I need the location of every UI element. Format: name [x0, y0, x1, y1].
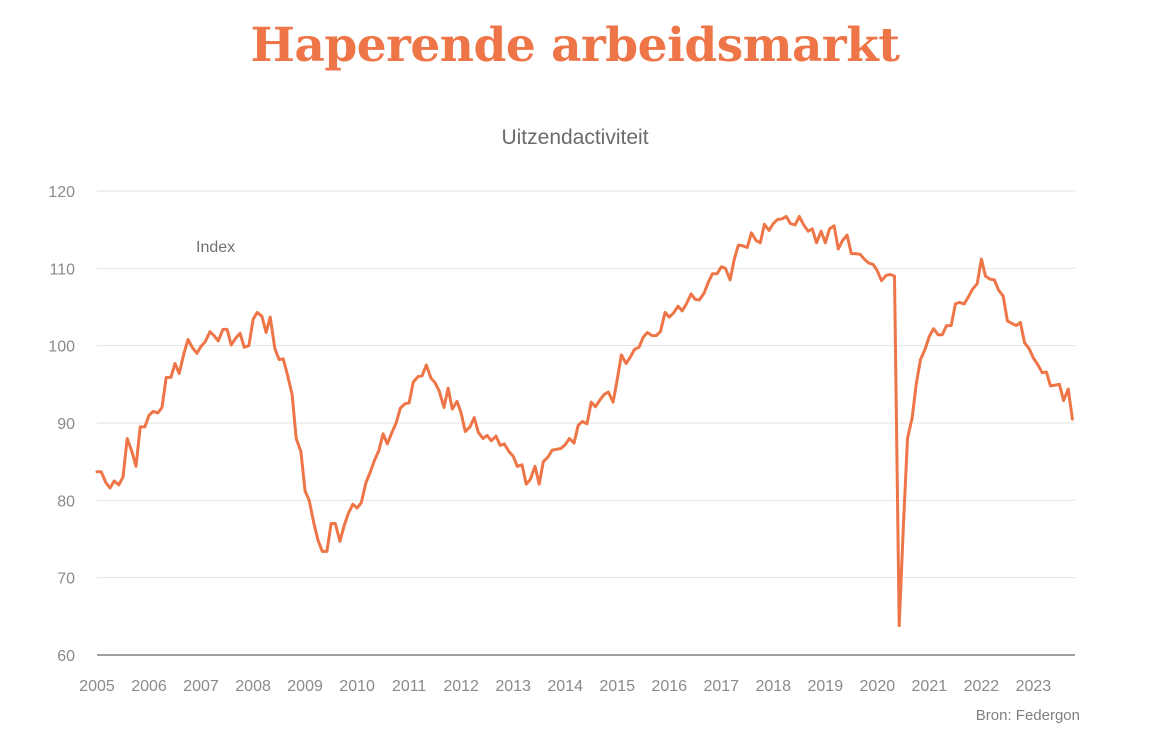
y-tick-label: 110 — [49, 261, 75, 278]
y-tick-label: 100 — [48, 339, 75, 356]
x-tick-label: 2016 — [651, 678, 687, 695]
x-tick-label: 2007 — [183, 678, 219, 695]
series-line — [95, 215, 1074, 628]
x-tick-label: 2010 — [339, 678, 375, 695]
source-note: Bron: Federgon — [975, 707, 1080, 724]
y-axis: 60 70 80 90 100 110 120 — [48, 184, 75, 665]
x-tick-label: 2023 — [1016, 678, 1052, 695]
y-tick-label: 70 — [57, 571, 75, 588]
y-tick-label: 120 — [48, 184, 75, 201]
chart-title: Uitzendactiviteit — [501, 126, 649, 149]
x-tick-label: 2005 — [79, 678, 115, 695]
gridlines — [97, 190, 1075, 579]
page-title: Haperende arbeidsmarkt — [250, 18, 900, 73]
x-tick-label: 2011 — [392, 678, 427, 695]
series-group — [95, 215, 1074, 628]
y-tick-label: 60 — [57, 648, 75, 665]
x-tick-label: 2008 — [235, 678, 271, 695]
x-tick-label: 2014 — [547, 678, 583, 695]
x-tick-label: 2019 — [808, 678, 844, 695]
index-annotation: Index — [196, 239, 235, 256]
x-axis: 2005 2006 2007 2008 2009 2010 2011 2012 2013 2014… — [79, 678, 1051, 695]
x-tick-label: 2013 — [495, 678, 531, 695]
y-tick-label: 90 — [57, 416, 75, 433]
x-tick-label: 2009 — [287, 678, 323, 695]
x-tick-label: 2015 — [599, 678, 635, 695]
x-tick-label: 2020 — [860, 678, 896, 695]
x-tick-label: 2021 — [912, 678, 948, 695]
x-tick-label: 2012 — [443, 678, 479, 695]
x-tick-label: 2017 — [703, 678, 739, 695]
x-tick-label: 2022 — [964, 678, 1000, 695]
y-tick-label: 80 — [57, 493, 75, 510]
x-tick-label: 2018 — [755, 678, 791, 695]
x-tick-label: 2006 — [131, 678, 167, 695]
